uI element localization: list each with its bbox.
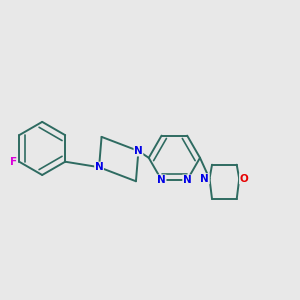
- Text: N: N: [157, 175, 166, 185]
- Text: F: F: [10, 157, 17, 167]
- Text: N: N: [183, 175, 192, 185]
- Text: N: N: [95, 162, 103, 172]
- Text: N: N: [134, 146, 143, 156]
- Text: N: N: [200, 174, 209, 184]
- Text: O: O: [239, 174, 248, 184]
